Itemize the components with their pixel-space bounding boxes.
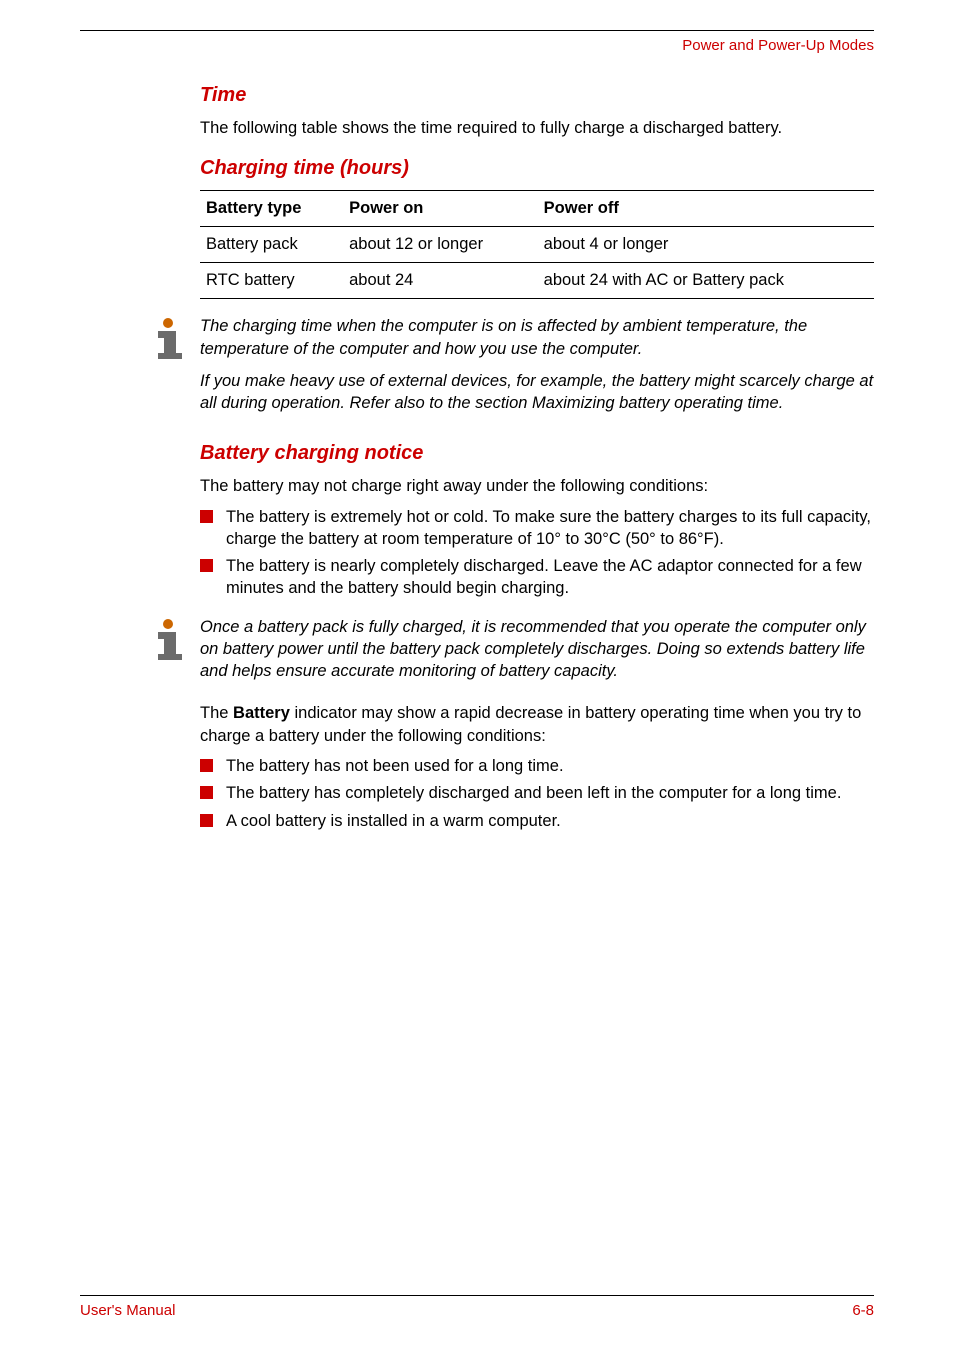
table-row: RTC battery about 24 about 24 with AC or… <box>200 263 874 299</box>
cell: about 12 or longer <box>343 227 538 263</box>
heading-time: Time <box>200 84 874 107</box>
post-note-suffix: indicator may show a rapid decrease in b… <box>200 704 861 744</box>
col-header-power-on: Power on <box>343 191 538 227</box>
note-block-2: Once a battery pack is fully charged, it… <box>200 616 874 693</box>
note2-p1: Once a battery pack is fully charged, it… <box>200 616 874 683</box>
list-item: The battery is extremely hot or cold. To… <box>200 506 874 551</box>
charging-time-table: Battery type Power on Power off Battery … <box>200 190 874 299</box>
heading-battery-charging-notice: Battery charging notice <box>200 442 874 465</box>
notice-intro: The battery may not charge right away un… <box>200 475 874 497</box>
time-body: The following table shows the time requi… <box>200 117 874 139</box>
header-breadcrumb: Power and Power-Up Modes <box>80 37 874 54</box>
list-item: The battery has completely discharged an… <box>200 782 874 804</box>
heading-charging-time: Charging time (hours) <box>200 157 874 180</box>
cell: about 4 or longer <box>538 227 874 263</box>
note1-p2: If you make heavy use of external device… <box>200 370 874 415</box>
cell: about 24 <box>343 263 538 299</box>
note-block-1: The charging time when the computer is o… <box>200 315 874 424</box>
cell: RTC battery <box>200 263 343 299</box>
col-header-power-off: Power off <box>538 191 874 227</box>
post-note-bold: Battery <box>233 704 290 722</box>
bullet-list-1: The battery is extremely hot or cold. To… <box>200 506 874 600</box>
footer-rule <box>80 1295 874 1296</box>
cell: about 24 with AC or Battery pack <box>538 263 874 299</box>
list-item: A cool battery is installed in a warm co… <box>200 810 874 832</box>
list-item: The battery is nearly completely dischar… <box>200 555 874 600</box>
footer-right: 6-8 <box>852 1302 874 1319</box>
post-note-prefix: The <box>200 704 233 722</box>
bullet-list-2: The battery has not been used for a long… <box>200 755 874 832</box>
header-rule <box>80 30 874 31</box>
page-footer: User's Manual 6-8 <box>80 1295 874 1319</box>
info-icon <box>148 616 188 660</box>
post-note-body: The Battery indicator may show a rapid d… <box>200 702 874 747</box>
footer-left: User's Manual <box>80 1302 175 1319</box>
cell: Battery pack <box>200 227 343 263</box>
info-icon <box>148 315 188 359</box>
list-item: The battery has not been used for a long… <box>200 755 874 777</box>
col-header-battery-type: Battery type <box>200 191 343 227</box>
table-row: Battery pack about 12 or longer about 4 … <box>200 227 874 263</box>
note1-p1: The charging time when the computer is o… <box>200 315 874 360</box>
